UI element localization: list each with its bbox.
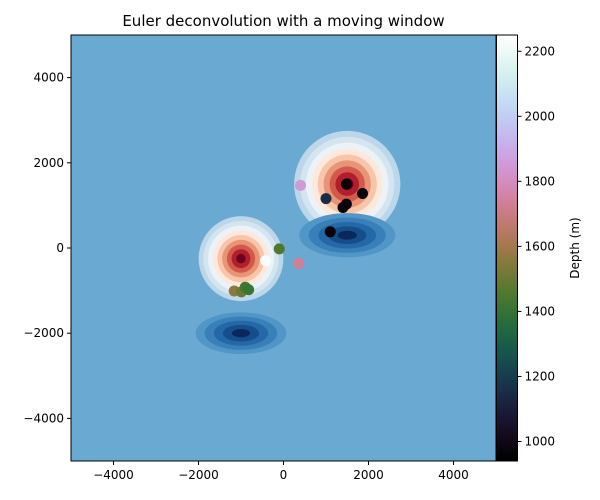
colorbar-label: Depth (m) — [568, 217, 582, 278]
euler-solution-point — [337, 202, 349, 214]
euler-solution-point — [293, 257, 305, 269]
x-tick-label: −4000 — [93, 468, 134, 482]
colorbar-ticks: 1000 1200 1400 1600 1800 2000 2200 — [517, 44, 556, 448]
colorbar-tick-label: 1800 — [525, 174, 556, 188]
euler-solution-point — [273, 243, 285, 255]
y-tick-label: −4000 — [23, 411, 64, 425]
contour-band — [231, 329, 251, 338]
y-tick-label: −2000 — [23, 326, 64, 340]
euler-solutions — [228, 178, 369, 298]
anomaly-negative-3 — [195, 312, 287, 355]
colorbar-tick-label: 1600 — [525, 239, 556, 253]
euler-solution-point — [340, 178, 352, 190]
plot-axes: −4000 −2000 0 2000 4000 −4000 −2000 0 2000 4000 — [23, 34, 497, 482]
euler-solution-point — [243, 284, 255, 296]
euler-solution-point — [295, 179, 306, 191]
x-tick-label: 2000 — [353, 468, 384, 482]
colorbar-tick-label: 1400 — [525, 304, 556, 318]
euler-solution-point — [357, 187, 369, 199]
anomaly-negative-2 — [299, 213, 396, 258]
colorbar-tick-label: 1000 — [525, 434, 556, 448]
colorbar-tick-label: 1200 — [525, 369, 556, 383]
y-tick-label: 0 — [56, 241, 64, 255]
colorbar: 1000 1200 1400 1600 1800 2000 2200 Depth (m) — [496, 34, 582, 462]
euler-solution-point — [320, 193, 332, 205]
x-tick-label: −2000 — [178, 468, 219, 482]
x-axis: −4000 −2000 0 2000 4000 — [93, 461, 469, 482]
euler-solution-point — [260, 255, 272, 267]
anomaly-positive-1 — [198, 216, 284, 302]
euler-solution-point — [324, 226, 336, 238]
colorbar-gradient — [496, 35, 518, 461]
chart-title: Euler deconvolution with a moving window — [122, 12, 444, 30]
colorbar-tick-label: 2200 — [525, 44, 556, 58]
y-tick-label: 4000 — [33, 71, 64, 85]
colorbar-frame — [496, 34, 518, 462]
x-tick-label: 0 — [280, 468, 288, 482]
colorbar-tick-label: 2000 — [525, 109, 556, 123]
x-tick-label: 4000 — [438, 468, 469, 482]
contour-band — [236, 253, 246, 264]
contour-band — [337, 230, 357, 240]
y-tick-label: 2000 — [33, 156, 64, 170]
y-axis: −4000 −2000 0 2000 4000 — [23, 71, 71, 425]
